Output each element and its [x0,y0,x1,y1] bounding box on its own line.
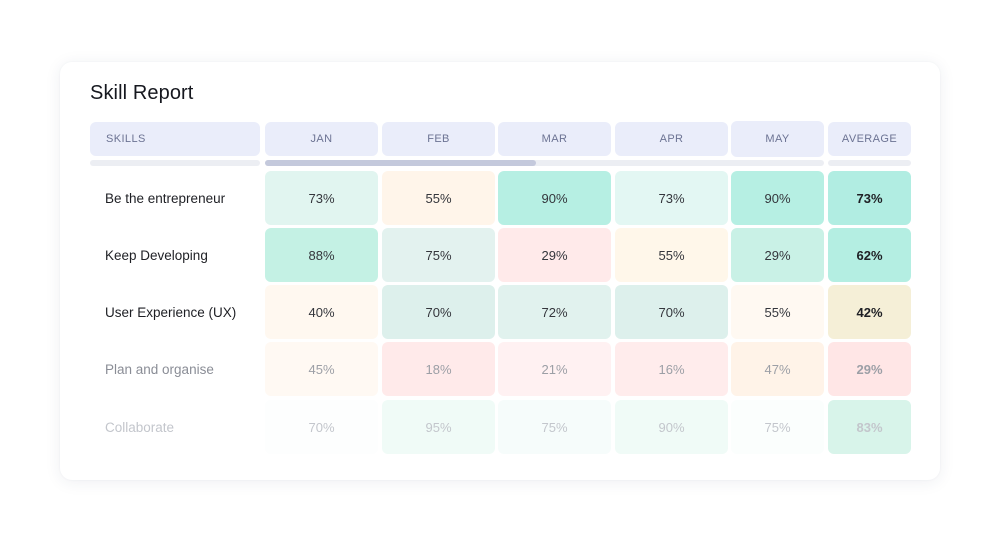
score-cell-may[interactable]: 55% [731,285,824,339]
average-cell: 29% [828,342,911,396]
column-header-average: AVERAGE [828,122,911,156]
score-cell-feb[interactable]: 18% [382,342,495,396]
column-header-may[interactable]: MAY [731,121,824,157]
score-cell-mar[interactable]: 29% [498,228,611,282]
score-cell-may[interactable]: 75% [731,400,824,454]
skill-name: Keep Developing [105,247,208,263]
column-header-feb[interactable]: FEB [382,122,495,156]
score-cell-feb[interactable]: 75% [382,228,495,282]
average-column-divider [828,160,911,166]
column-header-mar[interactable]: MAR [498,122,611,156]
score-cell-apr[interactable]: 55% [615,228,728,282]
score-cell-apr[interactable]: 73% [615,171,728,225]
score-cell-jan[interactable]: 73% [265,171,378,225]
score-cell-may[interactable]: 90% [731,171,824,225]
column-header-jan[interactable]: JAN [265,122,378,156]
score-cell-apr[interactable]: 70% [615,285,728,339]
average-cell: 83% [828,400,911,454]
report-title: Skill Report [90,82,194,104]
score-cell-apr[interactable]: 90% [615,400,728,454]
score-cell-feb[interactable]: 95% [382,400,495,454]
score-cell-mar[interactable]: 21% [498,342,611,396]
skill-name: Plan and organise [105,361,214,377]
score-cell-jan[interactable]: 88% [265,228,378,282]
score-cell-may[interactable]: 29% [731,228,824,282]
skills-column-divider [90,160,260,166]
score-cell-jan[interactable]: 40% [265,285,378,339]
score-cell-feb[interactable]: 55% [382,171,495,225]
average-cell: 42% [828,285,911,339]
skill-name: Be the entrepreneur [105,190,226,206]
skill-report-card: Skill Report SKILLS JAN FEB MAR APR MAY … [60,62,940,480]
score-cell-feb[interactable]: 70% [382,285,495,339]
score-cell-mar[interactable]: 75% [498,400,611,454]
score-cell-apr[interactable]: 16% [615,342,728,396]
skill-name: Collaborate [105,419,175,435]
score-cell-mar[interactable]: 90% [498,171,611,225]
horizontal-scrollbar-thumb[interactable] [265,160,536,166]
score-cell-mar[interactable]: 72% [498,285,611,339]
score-cell-jan[interactable]: 70% [265,400,378,454]
score-cell-may[interactable]: 47% [731,342,824,396]
column-header-skills: SKILLS [90,122,260,156]
score-cell-jan[interactable]: 45% [265,342,378,396]
horizontal-scrollbar-track[interactable] [265,160,824,166]
average-cell: 73% [828,171,911,225]
skill-name: User Experience (UX) [105,304,237,320]
average-cell: 62% [828,228,911,282]
column-header-apr[interactable]: APR [615,122,728,156]
